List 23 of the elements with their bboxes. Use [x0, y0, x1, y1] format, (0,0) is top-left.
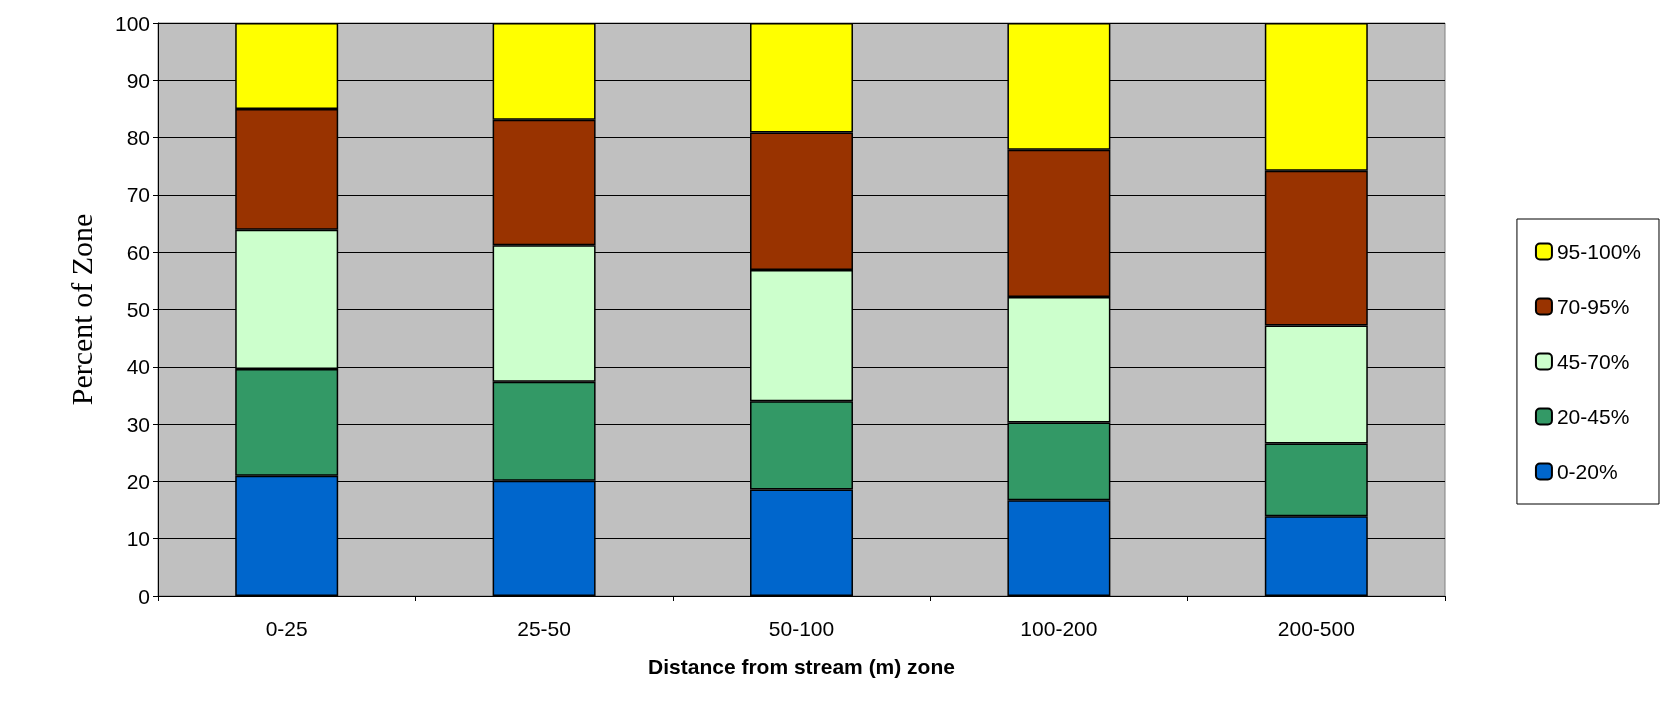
- y-axis-title: Percent of Zone: [64, 213, 98, 406]
- x-tick-label: 25-50: [517, 617, 571, 640]
- y-tick-label: 80: [126, 126, 150, 150]
- y-tick-label: 10: [126, 527, 150, 551]
- x-tick-label: 100-200: [1020, 617, 1098, 640]
- x-tick-label: 50-100: [768, 617, 835, 640]
- x-tick-label: 0-25: [265, 617, 308, 640]
- y-tick-label: 40: [126, 355, 150, 379]
- y-tick-label: 20: [126, 469, 150, 493]
- y-tick-label: 90: [126, 68, 150, 92]
- legend-label: 20-45%: [1556, 405, 1630, 428]
- x-axis-title: Distance from stream (m) zone: [648, 655, 955, 678]
- y-tick-label: 30: [126, 412, 150, 436]
- legend-label: 45-70%: [1556, 350, 1630, 373]
- y-tick-label: 100: [114, 11, 150, 35]
- x-tick-label: 200-500: [1277, 617, 1355, 640]
- y-tick-label: 60: [126, 240, 150, 264]
- y-tick-label: 0: [138, 584, 150, 608]
- legend-label: 70-95%: [1556, 295, 1630, 318]
- legend-label: 95-100%: [1556, 240, 1641, 263]
- y-tick-label: 70: [126, 183, 150, 207]
- y-tick-label: 50: [126, 298, 150, 321]
- legend-label: 0-20%: [1556, 460, 1618, 483]
